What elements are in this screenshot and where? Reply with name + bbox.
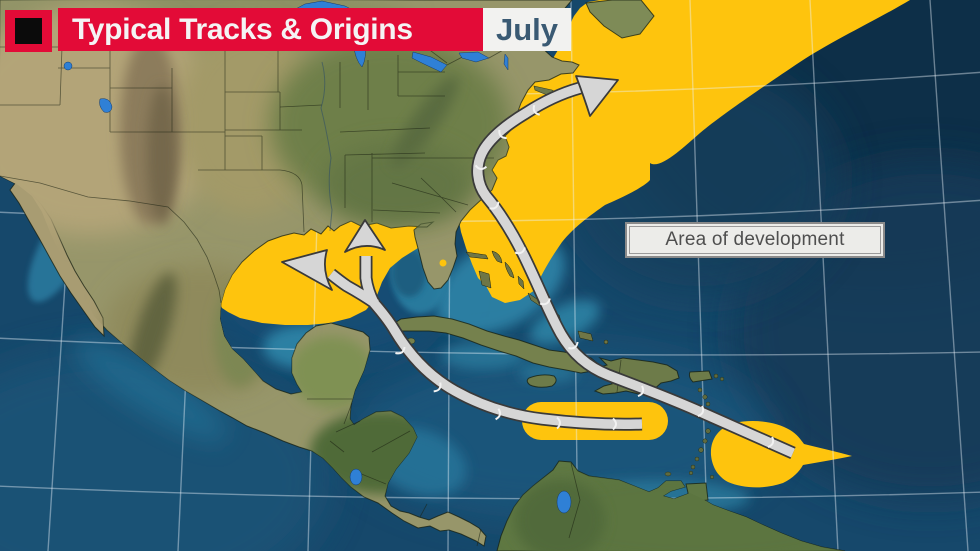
page-title: Typical Tracks & Origins	[58, 8, 483, 51]
development-area-gulf	[215, 218, 440, 325]
development-area-atlantic	[458, 0, 910, 303]
area-of-development-label: Area of development	[625, 222, 885, 258]
nova-scotia	[585, 0, 655, 39]
arrowhead-northwest-icon	[281, 249, 333, 291]
storm-tracks	[281, 75, 796, 459]
jamaica-island	[526, 374, 557, 388]
arrowhead-north-icon	[344, 219, 386, 253]
brand-logo	[5, 10, 52, 52]
lake-okeechobee	[439, 259, 447, 267]
area-of-development-text: Area of development	[629, 226, 881, 254]
black-square-icon	[15, 18, 42, 44]
track-segment-marks	[395, 104, 775, 449]
arrowhead-northeast-icon	[575, 75, 619, 117]
puerto-rico-island	[688, 370, 713, 383]
bahamas-islands	[465, 250, 609, 345]
month-badge: July	[483, 8, 572, 51]
track-gulf	[370, 299, 643, 430]
